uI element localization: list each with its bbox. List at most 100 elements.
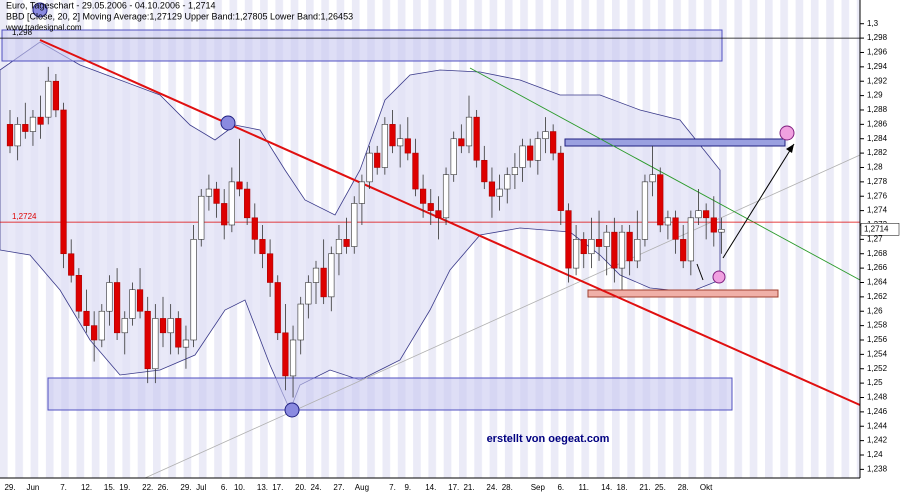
- x-tick-label: 22.: [142, 483, 153, 492]
- candle-body: [259, 239, 266, 255]
- candle-body: [136, 289, 144, 312]
- x-tick-label: 17.: [272, 483, 283, 492]
- zone-bottom: [47, 377, 733, 411]
- candle-body: [374, 152, 381, 168]
- support-box: [587, 289, 779, 298]
- y-tick-label: 1,292: [867, 76, 888, 85]
- candle-body: [144, 310, 151, 370]
- chart-title: Euro, Tageschart - 29.05.2006 - 04.10.20…: [6, 0, 215, 10]
- candle-body: [412, 152, 419, 190]
- x-tick-label: 14.: [425, 483, 436, 492]
- candle-body: [282, 332, 289, 377]
- level-label: 1,298: [12, 28, 33, 37]
- x-tick-label: 7.: [389, 483, 396, 492]
- candle-body: [335, 239, 343, 255]
- x-tick-label: 26.: [157, 483, 168, 492]
- candle-body: [37, 116, 44, 125]
- candles: [6, 66, 725, 398]
- candle-body: [626, 231, 633, 262]
- marker: [32, 2, 48, 18]
- candle-body: [527, 145, 534, 161]
- x-tick-label: 18.: [616, 483, 627, 492]
- candle-body: [550, 131, 557, 154]
- candle-body: [603, 231, 610, 247]
- y-tick-label: 1,238: [867, 464, 888, 473]
- candle-body: [358, 181, 366, 204]
- candle-body: [83, 310, 90, 326]
- candle-body: [557, 152, 564, 211]
- chart-subtitle: BBD [Close, 20, 2] Moving Average:1,2712…: [6, 11, 353, 21]
- x-tick-label: 19.: [119, 483, 130, 492]
- candle-body: [236, 181, 243, 190]
- candle-body: [68, 253, 75, 276]
- arrow: [696, 263, 704, 281]
- candle-body: [496, 188, 503, 197]
- candle-body: [419, 188, 427, 204]
- y-tick-label: 1,278: [867, 177, 888, 186]
- candle-body: [60, 109, 67, 255]
- candle-body: [251, 217, 258, 240]
- candle-body: [98, 310, 105, 341]
- candle-body: [649, 174, 656, 183]
- candle-body: [114, 282, 121, 334]
- x-tick-label: 25.: [655, 483, 666, 492]
- candle-body: [182, 339, 190, 348]
- x-tick-label: 28.: [678, 483, 689, 492]
- candle-body: [595, 239, 603, 247]
- candle-body: [129, 289, 136, 319]
- candle-body: [458, 138, 465, 147]
- marker: [779, 125, 795, 141]
- candle-body: [274, 282, 281, 334]
- x-tick-label: 6.: [557, 483, 564, 492]
- candle-body: [205, 188, 213, 197]
- x-tick-label: 11.: [578, 483, 589, 492]
- candle-body: [389, 124, 396, 147]
- candle-body: [664, 217, 671, 226]
- candle-body: [687, 217, 694, 262]
- candle-body: [672, 217, 679, 240]
- candle-body: [565, 210, 572, 269]
- candle-body: [6, 124, 14, 147]
- candle-body: [680, 239, 687, 262]
- x-tick-label: 21.: [639, 483, 650, 492]
- candle-body: [427, 203, 434, 211]
- y-tick-label: 1,262: [867, 292, 888, 301]
- candle-body: [695, 210, 702, 219]
- x-tick-label: 29.: [180, 483, 191, 492]
- y-tick-label: 1,294: [867, 62, 888, 71]
- y-tick-label: 1,246: [867, 407, 888, 416]
- candle-body: [320, 267, 327, 298]
- candle-body: [481, 159, 488, 183]
- trend-line: [144, 154, 861, 479]
- candle-body: [580, 239, 587, 255]
- candle-body: [710, 217, 717, 233]
- resistance-box: [564, 138, 786, 147]
- x-tick-label: 14.: [601, 483, 612, 492]
- y-tick-label: 1,296: [867, 48, 888, 57]
- y-tick-label: 1,254: [867, 349, 888, 358]
- arrow-head: [786, 144, 794, 153]
- candle-body: [328, 253, 335, 298]
- candle-body: [45, 80, 52, 118]
- y-tick-label: 1,276: [867, 191, 888, 200]
- arrow: [722, 143, 795, 259]
- x-tick-label: 24.: [486, 483, 497, 492]
- y-tick-label: 1,25: [867, 378, 883, 387]
- y-tick-label: 1,252: [867, 364, 888, 373]
- x-tick-label: 13.: [257, 483, 268, 492]
- y-tick-label: 1,242: [867, 436, 888, 445]
- y-tick-label: 1,298: [867, 33, 888, 42]
- x-tick-label: 28.: [502, 483, 513, 492]
- y-tick-label: 1,27: [867, 234, 883, 243]
- x-tick-label: 29.: [4, 483, 15, 492]
- candle-body: [442, 174, 450, 219]
- candle-body: [397, 138, 404, 147]
- candle-body: [465, 116, 473, 147]
- y-tick-label: 1,26: [867, 306, 883, 315]
- y-tick-label: 1,28: [867, 163, 883, 172]
- x-tick-label: 20.: [295, 483, 306, 492]
- y-tick-label: 1,258: [867, 321, 888, 330]
- marker: [712, 270, 726, 284]
- zone-top: [1, 29, 723, 62]
